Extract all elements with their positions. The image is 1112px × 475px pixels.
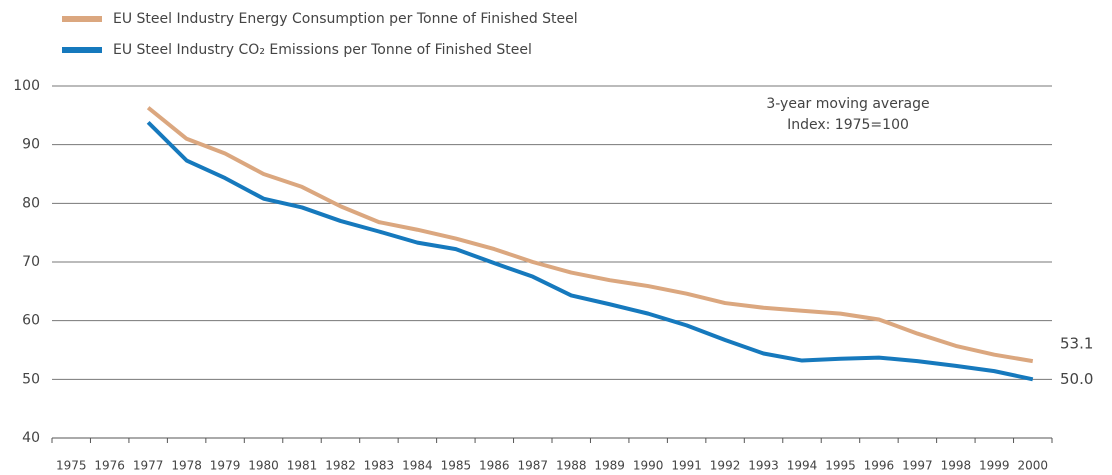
legend-label: EU Steel Industry Energy Consumption per… <box>113 11 578 27</box>
x-tick-label: 1989 <box>594 459 625 473</box>
x-tick-label: 1975 <box>56 459 87 473</box>
line <box>146 106 1034 364</box>
x-tick-label: 1992 <box>710 459 741 473</box>
y-tick-label: 40 <box>22 430 40 446</box>
x-tick-label: 1981 <box>287 459 318 473</box>
y-tick-label: 80 <box>22 195 40 211</box>
x-tick-label: 1982 <box>325 459 356 473</box>
line <box>146 120 1034 382</box>
x-tick-label: 1993 <box>748 459 779 473</box>
data-label: 53.1 <box>1060 335 1093 353</box>
x-tick-label: 1976 <box>94 459 125 473</box>
x-tick-label: 1996 <box>864 459 895 473</box>
x-tick-label: 2000 <box>1017 459 1048 473</box>
x-tick-label: 1994 <box>787 459 818 473</box>
data-label: 50.0 <box>1060 370 1093 388</box>
x-tick-label: 1991 <box>671 459 702 473</box>
x-tick-label: 1980 <box>248 459 279 473</box>
x-tick-label: 1977 <box>133 459 164 473</box>
x-tick-label: 1998 <box>941 459 972 473</box>
y-tick-label: 100 <box>13 78 40 94</box>
x-tick-label: 1983 <box>364 459 395 473</box>
x-tick-label: 1985 <box>441 459 472 473</box>
annotation: 3-year moving average <box>766 96 929 112</box>
x-tick-label: 1978 <box>171 459 202 473</box>
x-tick-label: 1988 <box>556 459 587 473</box>
x-tick-label: 1986 <box>479 459 510 473</box>
y-tick-label: 70 <box>22 254 40 270</box>
x-tick-label: 1984 <box>402 459 433 473</box>
y-tick-label: 50 <box>22 371 40 387</box>
x-tick-label: 1990 <box>633 459 664 473</box>
x-tick-label: 1997 <box>902 459 933 473</box>
x-tick-label: 1987 <box>517 459 548 473</box>
annotation: Index: 1975=100 <box>787 117 909 133</box>
legend-label: EU Steel Industry CO₂ Emissions per Tonn… <box>113 42 532 58</box>
y-tick-label: 90 <box>22 137 40 153</box>
x-tick-label: 1995 <box>825 459 856 473</box>
x-tick-label: 1979 <box>210 459 241 473</box>
x-tick-label: 1999 <box>979 459 1010 473</box>
y-tick-label: 60 <box>22 313 40 329</box>
